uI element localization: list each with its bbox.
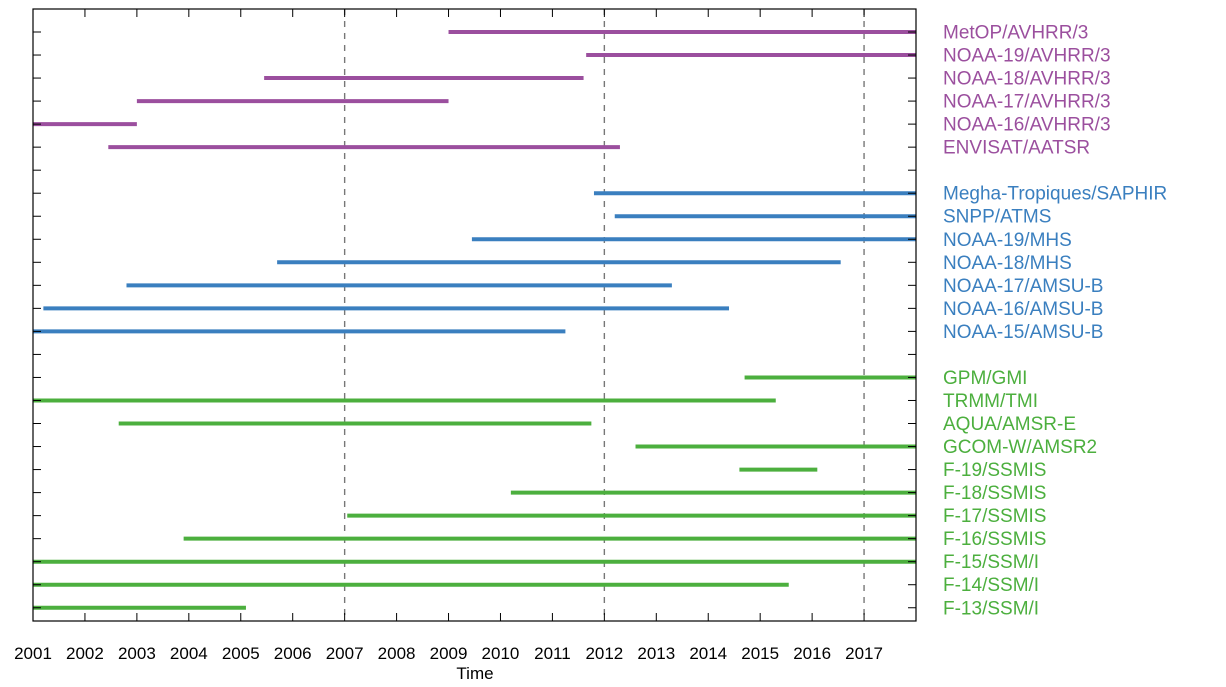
x-tick-label: 2006 <box>274 644 312 663</box>
bar-label: TRMM/TMI <box>943 391 1038 412</box>
x-tick-labels: 2001 2002 2003 2004 2005 2006 2007 2008 2009 2010… <box>14 644 883 663</box>
x-tick-label: 2005 <box>222 644 260 663</box>
ticks <box>32 9 916 621</box>
bar-label: MetOP/AVHRR/3 <box>943 23 1088 44</box>
x-tick-label: 2017 <box>845 644 883 663</box>
bar-label: F-15/SSM/I <box>943 552 1039 573</box>
bar-label: ENVISAT/AATSR <box>943 138 1090 159</box>
x-tick-label: 2007 <box>326 644 364 663</box>
bar-label: NOAA-15/AMSU-B <box>943 322 1103 343</box>
bar-label: GCOM-W/AMSR2 <box>943 437 1097 458</box>
bar-label: NOAA-17/AMSU-B <box>943 276 1103 297</box>
bar-label: F-16/SSMIS <box>943 529 1046 550</box>
x-axis-label: Time <box>456 664 493 683</box>
bar-label: SNPP/ATMS <box>943 207 1051 228</box>
reference-lines <box>343 9 865 621</box>
x-tick-label: 2003 <box>118 644 156 663</box>
bar-label: NOAA-19/MHS <box>943 230 1072 251</box>
bar-label: NOAA-16/AVHRR/3 <box>943 115 1111 136</box>
x-tick-label: 2015 <box>741 644 779 663</box>
x-tick-label: 2016 <box>793 644 831 663</box>
bars <box>33 30 916 610</box>
x-tick-label: 2002 <box>66 644 104 663</box>
x-tick-label: 2008 <box>378 644 416 663</box>
bar-label: Megha-Tropiques/SAPHIR <box>943 184 1167 205</box>
bar-label: NOAA-19/AVHRR/3 <box>943 46 1111 67</box>
bar-label: F-19/SSMIS <box>943 460 1046 481</box>
x-tick-label: 2013 <box>637 644 675 663</box>
bar-label: NOAA-18/AVHRR/3 <box>943 69 1111 90</box>
x-tick-label: 2011 <box>534 644 571 663</box>
x-tick-label: 2001 <box>14 644 52 663</box>
x-tick-label: 2012 <box>585 644 623 663</box>
bar-labels: MetOP/AVHRR/3NOAA-19/AVHRR/3NOAA-18/AVHR… <box>943 23 1167 620</box>
bar-label: NOAA-16/AMSU-B <box>943 299 1103 320</box>
bar-label: F-13/SSM/I <box>943 598 1039 619</box>
x-tick-label: 2009 <box>430 644 468 663</box>
x-tick-label: 2014 <box>689 644 727 663</box>
bar-label: F-14/SSM/I <box>943 575 1039 596</box>
plot-frame <box>32 8 917 622</box>
bar-label: F-17/SSMIS <box>943 506 1046 527</box>
x-tick-label: 2010 <box>482 644 520 663</box>
bar-label: F-18/SSMIS <box>943 483 1046 504</box>
bar-label: NOAA-18/MHS <box>943 253 1072 274</box>
bar-label: NOAA-17/AVHRR/3 <box>943 92 1111 113</box>
bar-label: GPM/GMI <box>943 368 1027 389</box>
bar-label: AQUA/AMSR-E <box>943 414 1076 435</box>
x-tick-label: 2004 <box>170 644 208 663</box>
